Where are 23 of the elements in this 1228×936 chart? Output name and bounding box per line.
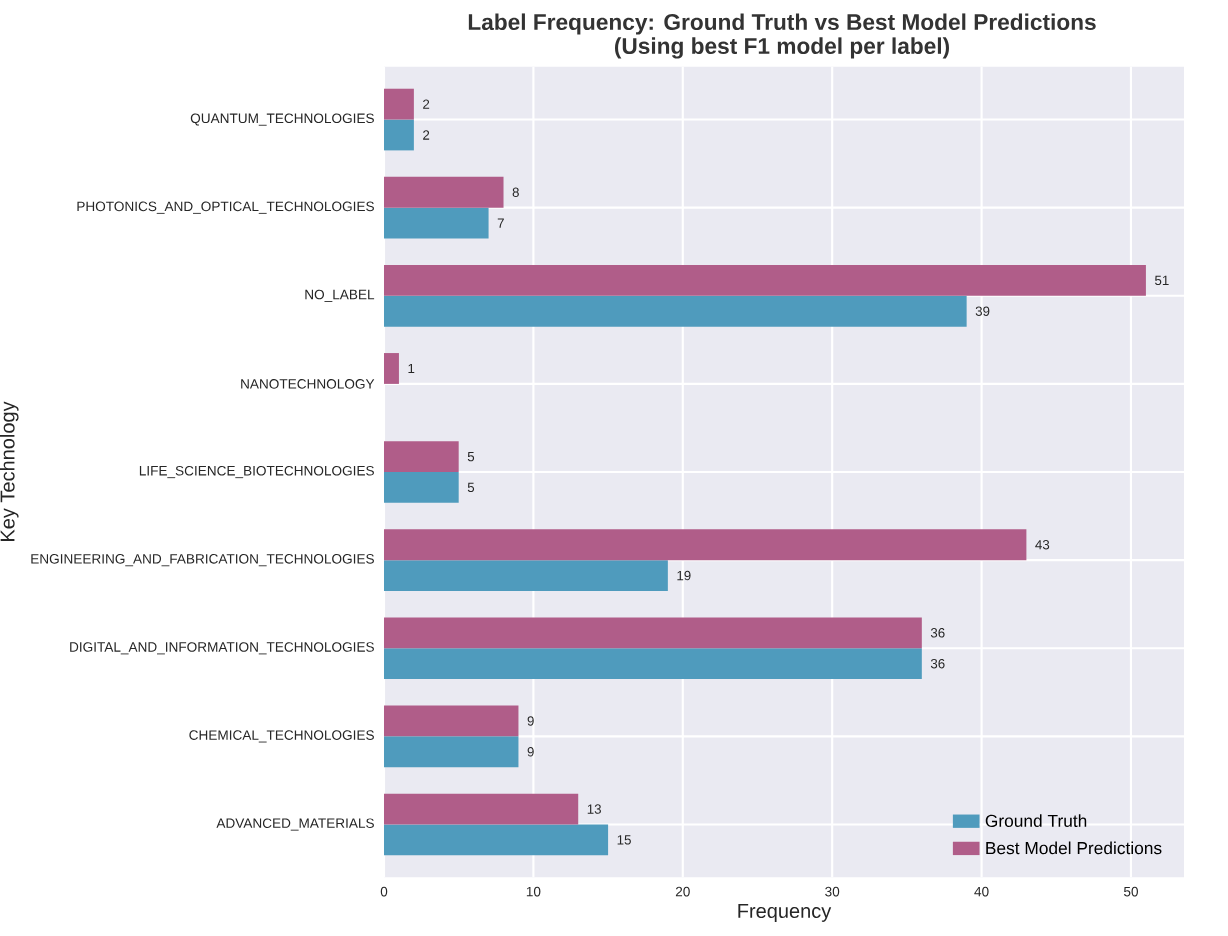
bar — [384, 617, 922, 649]
bar — [384, 176, 504, 208]
bar — [384, 264, 1146, 296]
bar — [384, 295, 967, 327]
x-axis-title: Frequency — [738, 904, 832, 922]
bar — [384, 353, 399, 384]
bar — [384, 560, 668, 591]
bar — [384, 793, 579, 825]
chart-title: Label Frequency: Ground Truth vs Best Model Predictions — [468, 13, 1096, 35]
bar — [384, 119, 414, 151]
bar — [384, 472, 459, 503]
bar — [384, 441, 459, 473]
legend-label: Best Model Predictions — [986, 841, 1162, 855]
y-axis-title: Key Technology — [0, 401, 19, 541]
legend-label: Ground Truth — [985, 814, 1087, 827]
bar — [384, 705, 519, 737]
bar — [384, 736, 519, 768]
chart-subtitle: (Using best F1 model per label) — [615, 37, 949, 59]
bar — [384, 529, 1027, 561]
bar — [384, 88, 414, 120]
bar — [384, 648, 922, 680]
bar — [384, 207, 489, 239]
bar — [384, 824, 609, 856]
